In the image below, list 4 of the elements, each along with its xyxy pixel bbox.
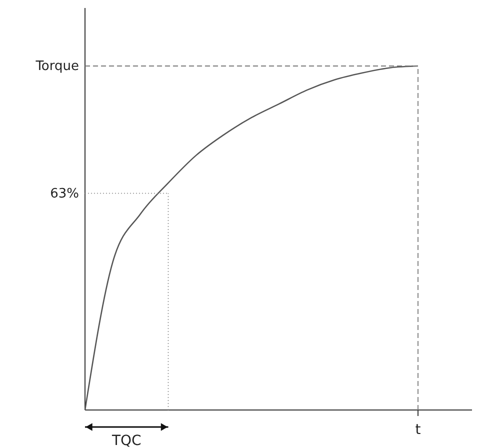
x-axis-title: t [415, 422, 422, 438]
text: TQC [110, 433, 142, 448]
ref-line-label: 63% [50, 186, 79, 202]
ref-line-label: Torque [34, 59, 79, 74]
